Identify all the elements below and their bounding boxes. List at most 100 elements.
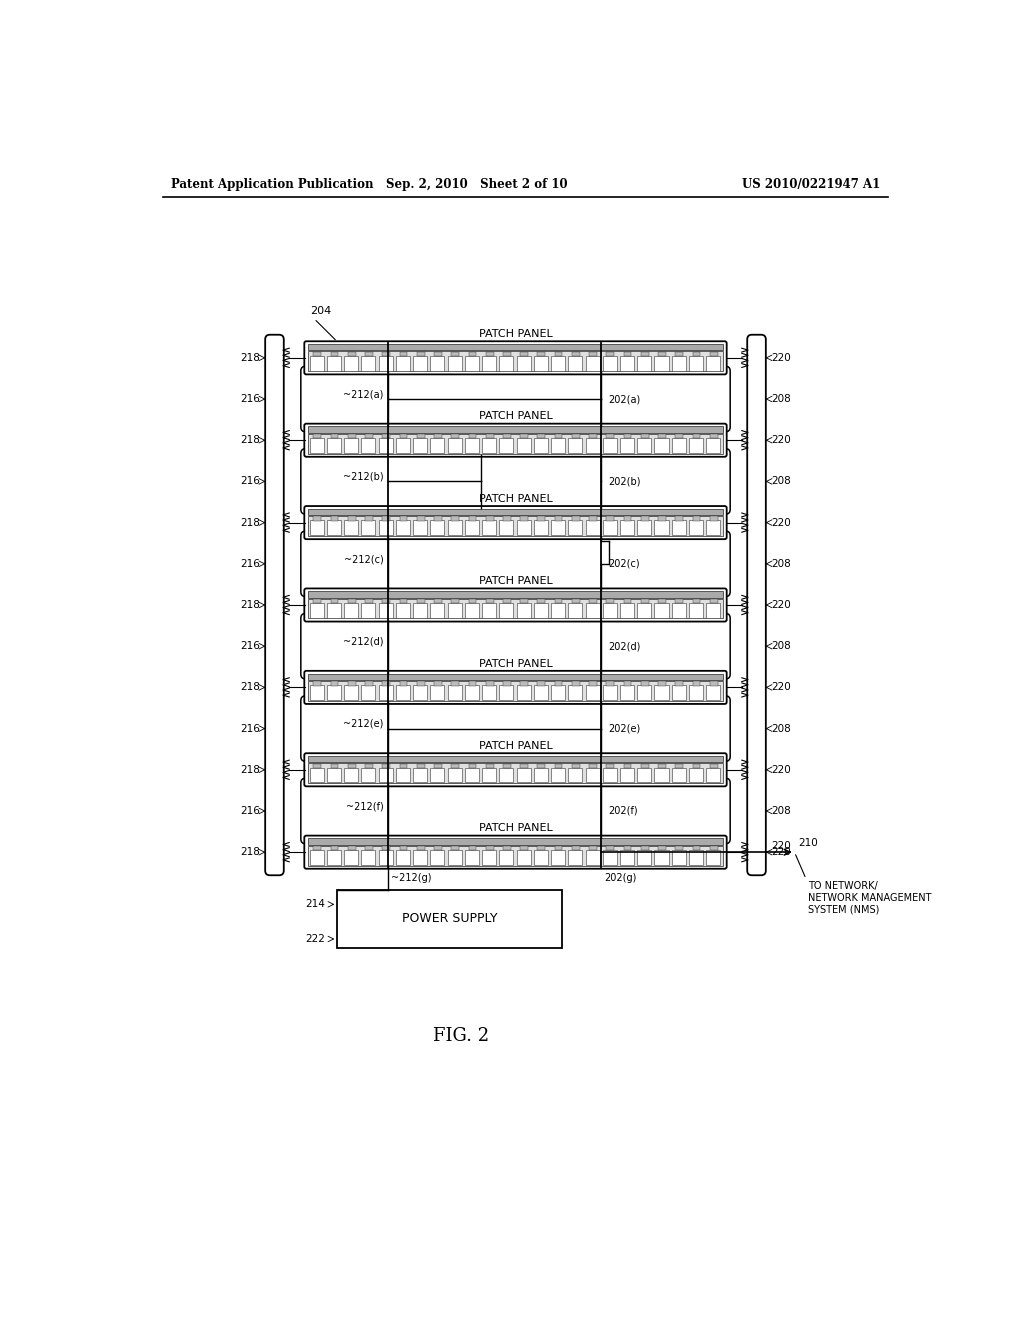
Bar bbox=[620, 603, 634, 618]
Bar bbox=[551, 603, 565, 618]
Bar bbox=[538, 516, 545, 521]
Bar bbox=[482, 850, 497, 865]
Bar bbox=[568, 520, 583, 536]
Bar bbox=[603, 767, 616, 783]
Text: ~212(e): ~212(e) bbox=[343, 719, 384, 729]
Bar bbox=[676, 599, 683, 603]
Bar bbox=[344, 603, 358, 618]
Bar bbox=[434, 846, 441, 850]
FancyBboxPatch shape bbox=[304, 754, 727, 787]
Bar bbox=[586, 438, 600, 453]
Bar bbox=[379, 603, 393, 618]
Text: 202(b): 202(b) bbox=[608, 477, 641, 486]
Bar bbox=[568, 355, 583, 371]
Bar bbox=[589, 599, 597, 603]
FancyBboxPatch shape bbox=[304, 424, 727, 457]
Bar bbox=[396, 603, 410, 618]
Bar bbox=[555, 846, 562, 850]
Text: 218: 218 bbox=[240, 517, 260, 528]
Bar bbox=[482, 355, 497, 371]
FancyBboxPatch shape bbox=[304, 589, 727, 622]
Bar bbox=[327, 767, 341, 783]
Bar bbox=[551, 850, 565, 865]
Bar bbox=[710, 434, 718, 438]
Bar bbox=[348, 516, 355, 521]
Bar bbox=[620, 438, 634, 453]
Bar bbox=[500, 520, 513, 536]
Bar bbox=[344, 355, 358, 371]
Text: 220: 220 bbox=[771, 847, 791, 857]
Bar bbox=[538, 763, 545, 768]
Bar bbox=[538, 351, 545, 356]
Bar bbox=[382, 434, 390, 438]
Bar bbox=[344, 767, 358, 783]
Bar bbox=[308, 351, 723, 371]
Bar bbox=[417, 434, 425, 438]
Text: Patent Application Publication: Patent Application Publication bbox=[171, 178, 373, 190]
Bar bbox=[447, 438, 462, 453]
Bar bbox=[641, 434, 649, 438]
Bar bbox=[589, 434, 597, 438]
Bar bbox=[365, 763, 373, 768]
Bar bbox=[331, 434, 338, 438]
Bar bbox=[361, 438, 376, 453]
Bar bbox=[500, 850, 513, 865]
Bar bbox=[620, 767, 634, 783]
Bar bbox=[689, 603, 703, 618]
Bar bbox=[348, 846, 355, 850]
Bar bbox=[500, 767, 513, 783]
Text: PATCH PANEL: PATCH PANEL bbox=[478, 824, 552, 833]
Text: 218: 218 bbox=[240, 847, 260, 857]
Text: ~212(d): ~212(d) bbox=[343, 636, 384, 647]
Bar bbox=[589, 763, 597, 768]
Bar bbox=[654, 438, 669, 453]
Bar bbox=[620, 520, 634, 536]
Bar bbox=[465, 767, 479, 783]
Bar bbox=[382, 681, 390, 685]
Text: 216: 216 bbox=[240, 395, 260, 404]
Bar bbox=[658, 846, 666, 850]
Bar bbox=[348, 681, 355, 685]
Bar bbox=[520, 681, 528, 685]
Bar bbox=[538, 681, 545, 685]
Bar bbox=[308, 673, 723, 680]
Bar bbox=[707, 603, 720, 618]
Bar bbox=[469, 763, 476, 768]
Bar bbox=[308, 345, 723, 350]
Bar bbox=[309, 355, 324, 371]
Bar bbox=[555, 434, 562, 438]
Bar bbox=[396, 850, 410, 865]
Bar bbox=[603, 520, 616, 536]
Bar bbox=[624, 763, 632, 768]
Bar bbox=[658, 434, 666, 438]
Bar bbox=[534, 685, 548, 700]
Bar bbox=[516, 438, 530, 453]
Bar bbox=[654, 685, 669, 700]
Bar bbox=[624, 681, 632, 685]
Text: US 2010/0221947 A1: US 2010/0221947 A1 bbox=[741, 178, 880, 190]
Bar bbox=[482, 603, 497, 618]
Bar bbox=[452, 763, 459, 768]
Bar bbox=[361, 685, 376, 700]
Bar bbox=[348, 434, 355, 438]
Bar bbox=[452, 681, 459, 685]
FancyBboxPatch shape bbox=[304, 506, 727, 539]
Bar bbox=[538, 846, 545, 850]
Text: 216: 216 bbox=[240, 723, 260, 734]
Bar bbox=[447, 355, 462, 371]
Bar bbox=[692, 599, 700, 603]
Bar bbox=[331, 763, 338, 768]
Bar bbox=[417, 846, 425, 850]
Bar bbox=[309, 520, 324, 536]
Bar bbox=[551, 767, 565, 783]
Bar bbox=[538, 434, 545, 438]
Bar bbox=[654, 603, 669, 618]
Bar bbox=[361, 767, 376, 783]
Bar bbox=[641, 763, 649, 768]
Bar bbox=[586, 767, 600, 783]
Bar bbox=[417, 763, 425, 768]
Bar bbox=[586, 520, 600, 536]
Bar bbox=[413, 520, 427, 536]
Bar bbox=[689, 850, 703, 865]
Bar bbox=[534, 603, 548, 618]
